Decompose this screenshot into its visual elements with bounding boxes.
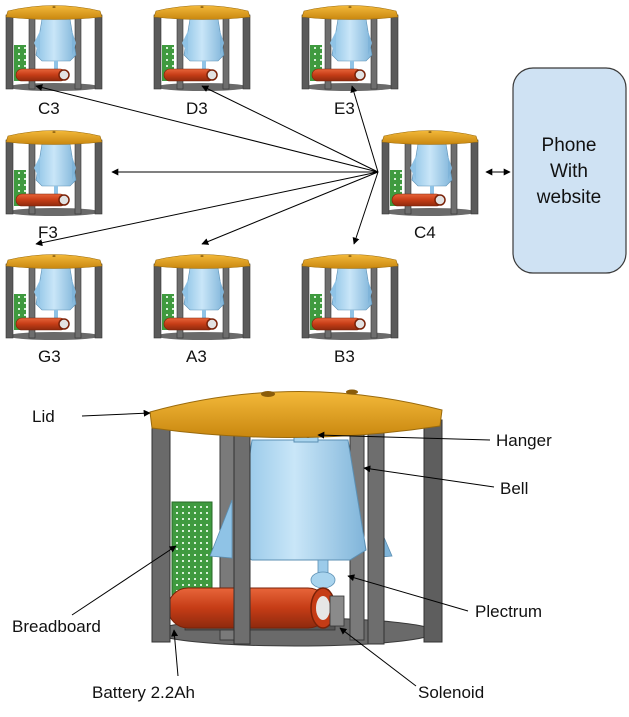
plectrum-part [310,571,336,589]
node-label-d3: D3 [186,99,208,118]
bell-unit-c3 [5,4,103,92]
leader-solenoid [339,627,417,687]
part-label-lid: Lid [32,407,55,426]
node-label-a3: A3 [186,347,207,366]
leader-breadboard [71,545,177,616]
part-label-solenoid: Solenoid [418,683,484,702]
leader-battery [171,629,179,677]
node-label-b3: B3 [334,347,355,366]
leader-lid [81,409,151,417]
node-label-g3: G3 [38,347,61,366]
bell-unit-c4 [381,129,479,217]
part-label-hanger: Hanger [496,431,552,450]
bell-unit-g3 [5,253,103,341]
arrow-c4-to-g3 [35,171,379,247]
bell-unit-detail [149,389,443,647]
arrow-c4-to-d3 [201,85,379,173]
leader-plectrum [347,574,469,612]
solenoid-part [329,595,345,627]
phone-label-line2: With [550,161,588,182]
arrow-c4-to-e3 [350,85,379,173]
bell-unit-b3 [301,253,399,341]
part-label-bell: Bell [500,479,528,498]
arrow-c4-to-a3 [201,171,379,245]
arrow-c4-to-b3 [352,171,379,245]
leader-hanger [317,431,491,441]
bell-unit-a3 [153,253,251,341]
node-label-e3: E3 [334,99,355,118]
node-label-c4: C4 [414,223,436,242]
lid-part [149,391,443,438]
phone-label-line3: website [536,187,601,208]
bell-unit-f3 [5,129,103,217]
leader-arrows [71,409,495,687]
arrow-c4-to-c3 [35,84,379,173]
phone-label-line1: Phone [542,135,597,156]
bell-unit-e3 [301,4,399,92]
phone-box: Phone With website [512,67,627,274]
bell-part [235,439,367,561]
node-label-c3: C3 [38,99,60,118]
network-arrows [35,84,511,247]
leader-bell [363,465,495,488]
part-label-battery: Battery 2.2Ah [92,683,195,702]
breadboard-part [171,501,213,599]
node-label-f3: F3 [38,223,58,242]
bell-unit-d3 [153,4,251,92]
part-label-breadboard: Breadboard [12,617,101,636]
part-label-plectrum: Plectrum [475,602,542,621]
